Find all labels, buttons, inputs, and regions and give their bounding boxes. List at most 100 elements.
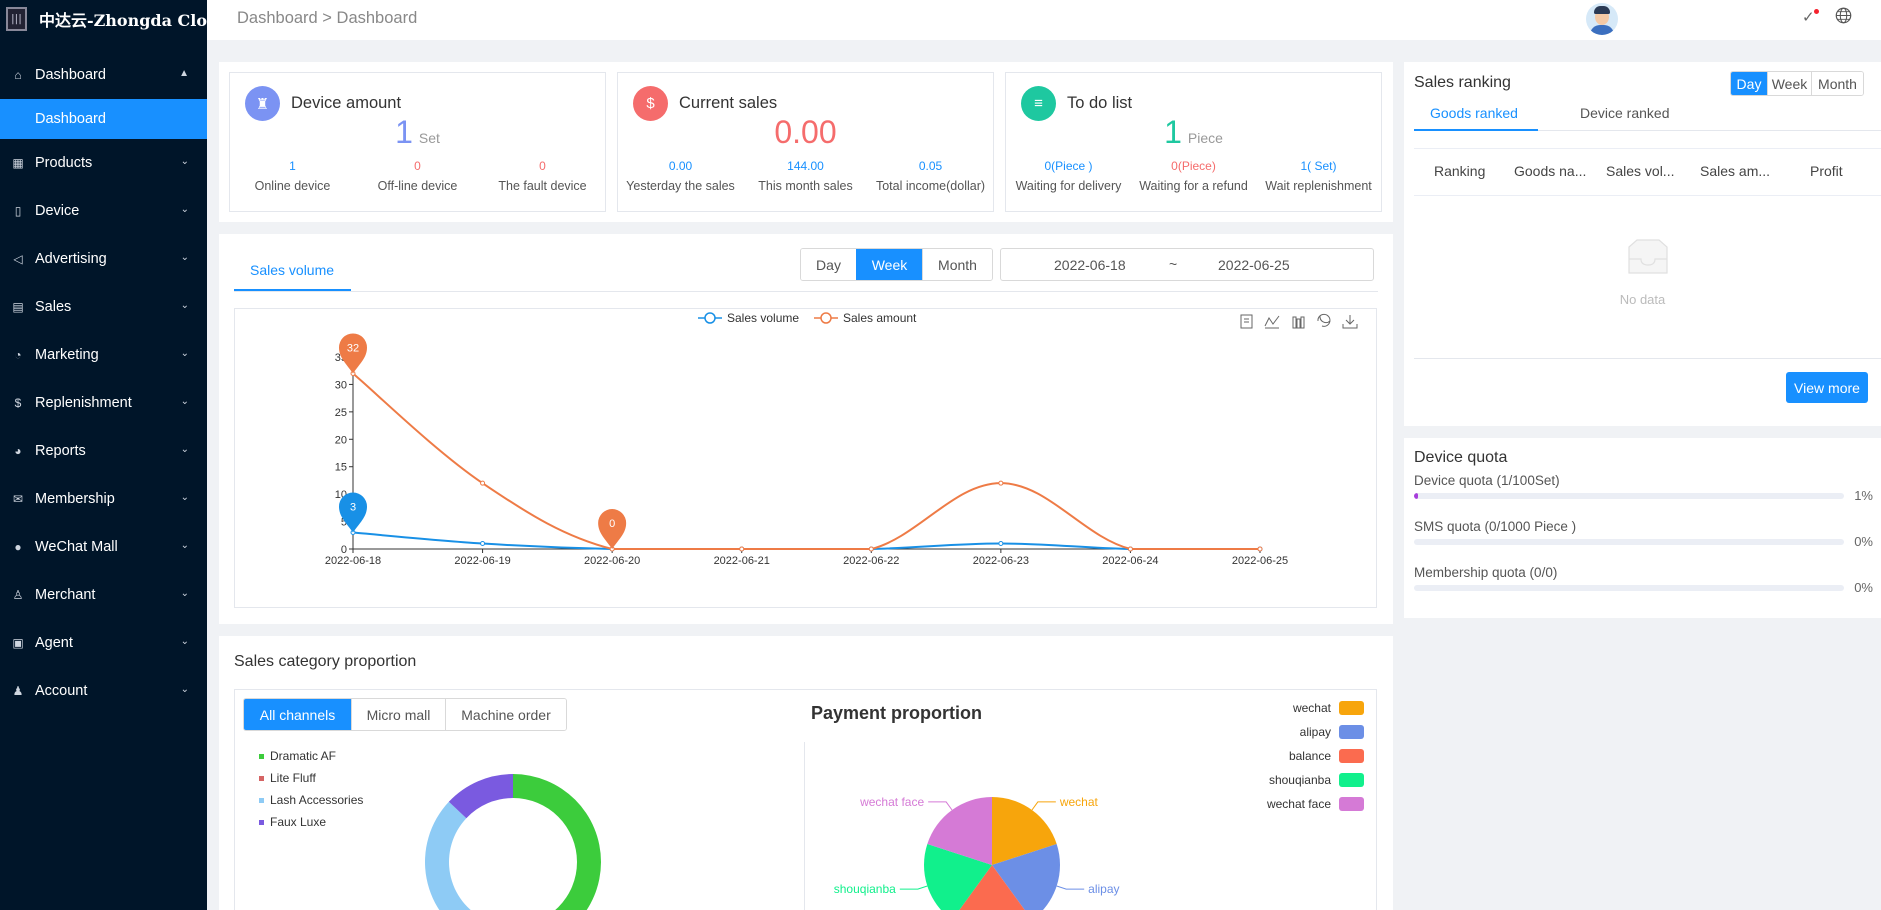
quota-label: SMS quota (0/1000 Piece ) <box>1414 519 1577 534</box>
sidebar-item-sales[interactable]: ▤ Sales ⌄ <box>0 283 207 331</box>
stat-value: 0 <box>539 159 546 173</box>
marker-pin-label: 0 <box>609 518 615 530</box>
payment-legend-item[interactable]: wechat <box>1293 701 1364 715</box>
x-tick-label: 2022-06-25 <box>1232 555 1288 567</box>
mail-icon: ✉ <box>12 492 24 506</box>
ranking-month-button[interactable]: Month <box>1811 72 1863 95</box>
date-range-picker[interactable]: 2022-06-18 ~ 2022-06-25 <box>1000 248 1374 281</box>
quota-progress-bar <box>1414 493 1844 499</box>
sidebar-item-membership[interactable]: ✉ Membership ⌄ <box>0 475 207 523</box>
column-header[interactable]: Sales am... <box>1700 163 1771 179</box>
top-header: Dashboard > Dashboard <box>207 0 1881 40</box>
column-header[interactable]: Profit <box>1810 163 1843 179</box>
range-week-button[interactable]: Week <box>856 249 922 280</box>
chevron-down-icon: ⌄ <box>180 348 189 359</box>
stat-label: Yesterday the sales <box>626 179 735 193</box>
sidebar-item-label: Agent <box>35 635 73 651</box>
payment-legend-item[interactable]: shouqianba <box>1269 773 1364 787</box>
line-switch-icon[interactable] <box>1264 315 1280 329</box>
sidebar-item-label: Membership <box>35 491 115 507</box>
legend-swatch <box>1339 701 1364 715</box>
stat-value: 1 <box>289 159 296 173</box>
range-month-button[interactable]: Month <box>922 249 992 280</box>
sales-ranking-panel: Sales ranking Day Week Month Goods ranked … <box>1404 62 1881 426</box>
legend-swatch <box>259 797 264 803</box>
sidebar-item-merchant[interactable]: ♙ Merchant ⌄ <box>0 571 207 619</box>
stat-value: 1( Set) <box>1300 159 1337 173</box>
sidebar-subitem-dashboard[interactable]: Dashboard <box>0 99 207 139</box>
stat-label: Wait replenishment <box>1265 179 1372 193</box>
payment-legend-item[interactable]: balance <box>1289 749 1364 763</box>
ranking-week-button[interactable]: Week <box>1767 72 1811 95</box>
sidebar-item-replenishment[interactable]: $ Replenishment ⌄ <box>0 379 207 427</box>
payment-legend-item[interactable]: wechat face <box>1267 797 1364 811</box>
channel-all-channels-button[interactable]: All channels <box>244 699 351 730</box>
chevron-up-icon: ▲ <box>179 68 189 79</box>
date-end[interactable]: 2022-06-25 <box>1218 257 1290 273</box>
category-legend-item[interactable]: Dramatic AF <box>259 745 363 767</box>
logo-text: 中达云-Zhongda Clo <box>38 11 207 30</box>
column-header[interactable]: Goods na... <box>1514 163 1587 179</box>
globe-icon[interactable] <box>1835 7 1852 24</box>
tab-sales-volume[interactable]: Sales volume <box>250 262 335 278</box>
sidebar-item-account[interactable]: ♟ Account ⌄ <box>0 667 207 715</box>
marker-pin: 0 <box>598 509 627 549</box>
chevron-down-icon: ⌄ <box>180 204 189 215</box>
sidebar-item-wechat-mall[interactable]: ● WeChat Mall ⌄ <box>0 523 207 571</box>
pie-label: wechat <box>1059 795 1099 809</box>
line-chart-box: 0 5 10 15 20 25 30 35 2022-06-18 2022-06-19 2022-0… <box>234 308 1377 608</box>
stat-card-to-do-list: ≡ To do list 1 Piece 0(Piece ) Waiting for de… <box>1005 72 1382 212</box>
channel-micro-mall-button[interactable]: Micro mall <box>351 699 445 730</box>
logo-icon: ||| <box>6 7 27 31</box>
agent-icon: ▣ <box>12 636 24 650</box>
user-avatar[interactable] <box>1586 3 1618 35</box>
sidebar-item-advertising[interactable]: ◁ Advertising ⌄ <box>0 235 207 283</box>
sidebar-item-label: Reports <box>35 443 86 459</box>
view-more-button[interactable]: View more <box>1786 372 1868 403</box>
chevron-down-icon: ⌄ <box>180 444 189 455</box>
sidebar-item-label: Products <box>35 155 93 171</box>
range-button-group: Day Week Month <box>800 248 993 281</box>
tab-goods-ranked[interactable]: Goods ranked <box>1430 105 1518 121</box>
sidebar-item-agent[interactable]: ▣ Agent ⌄ <box>0 619 207 667</box>
stat-label: Off-line device <box>377 179 458 193</box>
card-title: Device amount <box>291 94 402 112</box>
sidebar-item-device[interactable]: ▯ Device ⌄ <box>0 187 207 235</box>
category-legend-item[interactable]: Lite Fluff <box>259 767 363 789</box>
sidebar-item-products[interactable]: ▦ Products ⌄ <box>0 139 207 187</box>
range-day-button[interactable]: Day <box>801 249 856 280</box>
data-view-icon[interactable] <box>1240 314 1253 329</box>
donut-slice-lash-accessories <box>425 801 471 910</box>
category-legend-item[interactable]: Lash Accessories <box>259 789 363 811</box>
pie-label: wechat face <box>859 795 924 809</box>
restore-icon[interactable] <box>1317 313 1331 327</box>
tab-device-ranked[interactable]: Device ranked <box>1580 105 1670 121</box>
chevron-down-icon: ⌄ <box>180 540 189 551</box>
channel-button-group: All channels Micro mall Machine order <box>243 698 567 731</box>
card-stat: 1( Set) Wait replenishment <box>1256 159 1381 193</box>
payment-legend-item[interactable]: alipay <box>1300 725 1364 739</box>
sidebar-item-reports[interactable]: ◕ Reports ⌄ <box>0 427 207 475</box>
check-icon[interactable]: ✓ <box>1802 9 1815 26</box>
card-title: To do list <box>1067 94 1133 112</box>
channel-machine-order-button[interactable]: Machine order <box>445 699 566 730</box>
sidebar-item-dashboard[interactable]: ⌂ Dashboard ▲ <box>0 51 207 99</box>
column-header[interactable]: Sales vol... <box>1606 163 1675 179</box>
notification-dot <box>1814 9 1819 14</box>
ranking-day-button[interactable]: Day <box>1731 72 1767 95</box>
payment-pie-chart: wechat alipay shouqianba wechat face <box>834 795 1120 910</box>
app-logo[interactable]: ||| 中达云-Zhongda Clo <box>0 0 207 38</box>
breadcrumb: Dashboard > Dashboard <box>237 9 418 27</box>
category-legend-item[interactable]: Faux Luxe <box>259 811 363 833</box>
column-header[interactable]: Ranking <box>1434 163 1486 179</box>
stat-label: Waiting for delivery <box>1015 179 1122 193</box>
bar-switch-icon[interactable] <box>1292 316 1305 329</box>
x-tick-label: 2022-06-20 <box>584 555 640 567</box>
stat-label: This month sales <box>758 179 853 193</box>
legend-swatch <box>259 819 264 825</box>
sidebar-item-marketing[interactable]: ◔ Marketing ⌄ <box>0 331 207 379</box>
download-icon[interactable] <box>1342 315 1358 329</box>
date-start[interactable]: 2022-06-18 <box>1054 257 1126 273</box>
chevron-down-icon: ⌄ <box>180 300 189 311</box>
category-box: All channels Micro mall Machine order Dram… <box>234 689 1377 910</box>
